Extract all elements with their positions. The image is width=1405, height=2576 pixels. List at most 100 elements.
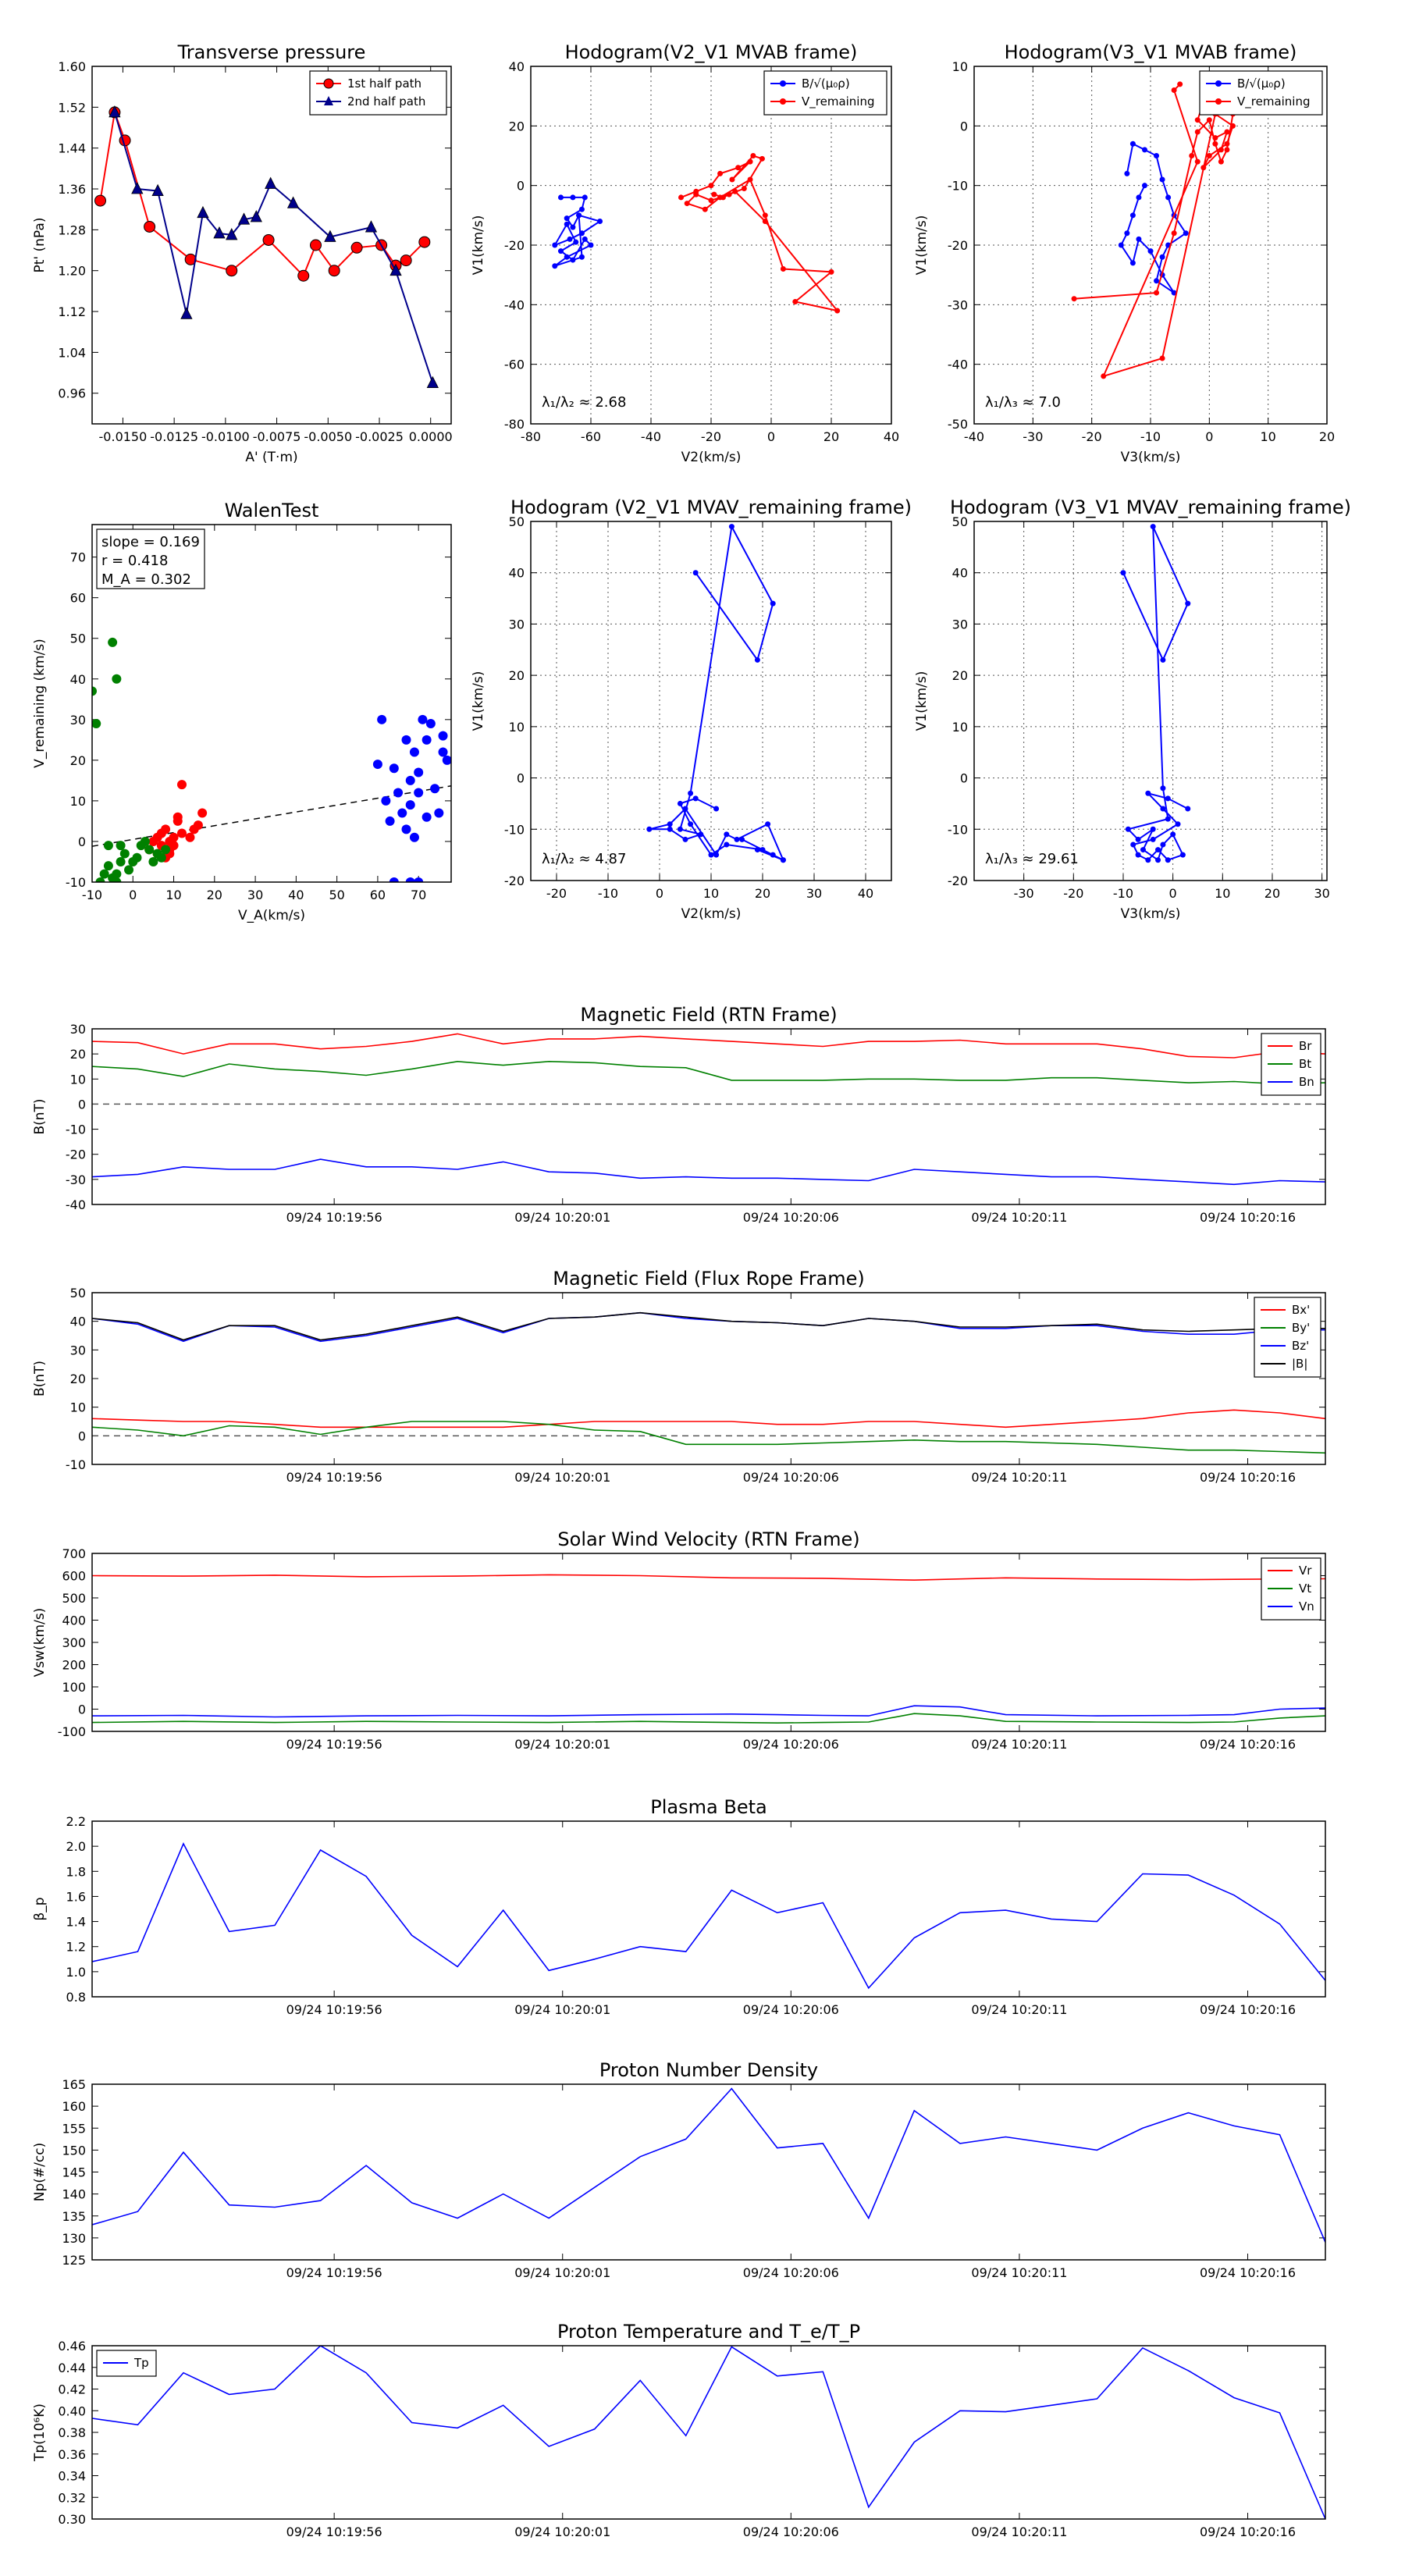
data-point (1165, 817, 1171, 822)
data-point (1207, 117, 1212, 123)
x-tick-label: -0.0050 (304, 429, 352, 444)
legend-label: 2nd half path (347, 94, 425, 109)
legend-label: 1st half path (347, 76, 422, 91)
data-point (1142, 183, 1147, 188)
data-point (1185, 806, 1190, 812)
x-tick-label: -10 (1140, 429, 1161, 444)
data-point (112, 674, 121, 684)
data-point (564, 222, 570, 227)
series-line-1st half path (101, 112, 425, 276)
data-point (1160, 842, 1165, 848)
x-tick-label: 40 (288, 888, 304, 902)
x-tick-label: -20 (546, 886, 567, 901)
data-point (579, 230, 585, 236)
series-line-Vn (92, 1706, 1325, 1717)
data-point (570, 194, 575, 200)
data-point (1136, 237, 1141, 242)
x-tick-label: 09/24 10:20:16 (1200, 2265, 1296, 2280)
x-tick-label: 09/24 10:20:11 (971, 1210, 1067, 1225)
x-tick-label: -20 (701, 429, 721, 444)
series-line-Vr (92, 1574, 1325, 1580)
y-tick-label: 20 (509, 668, 525, 683)
data-point (683, 806, 688, 812)
data-point (1126, 827, 1131, 832)
stats-line: slope = 0.169 (101, 534, 200, 550)
data-point (226, 265, 237, 276)
y-tick-label: 135 (62, 2209, 86, 2224)
y-tick-label: 10 (509, 720, 525, 735)
y-tick-label: -40 (504, 297, 525, 312)
data-point (430, 784, 439, 793)
legend: B/√(μ₀ρ) V_remaining (1200, 71, 1322, 115)
series-line-Bx' (92, 1410, 1325, 1427)
data-point (91, 719, 101, 728)
data-point (1165, 795, 1171, 801)
data-point (1185, 601, 1190, 607)
x-tick-label: 09/24 10:19:56 (286, 2524, 382, 2539)
data-point (1224, 147, 1229, 152)
legend-label: Br (1299, 1039, 1312, 1053)
data-point (558, 248, 564, 254)
y-tick-label: 40 (509, 566, 525, 581)
data-point (419, 237, 430, 247)
data-point (685, 201, 690, 206)
data-point (1154, 278, 1159, 283)
y-tick-label: 20 (70, 1372, 86, 1386)
data-point (1160, 806, 1165, 812)
x-tick-label: -0.0125 (150, 429, 198, 444)
y-tick-label: 1.20 (58, 264, 86, 279)
stats-line: M_A = 0.302 (101, 571, 191, 588)
chart-hodo_v3_mvav: Hodogram (V3_V1 MVAV_remaining frame)-30… (914, 496, 1351, 922)
data-point (386, 817, 395, 826)
y-axis-label: B(nT) (32, 1361, 48, 1397)
y-tick-label: 30 (509, 617, 525, 632)
data-point (1183, 230, 1189, 236)
data-point (144, 221, 155, 232)
data-point (1160, 254, 1165, 260)
y-tick-label: 0.8 (66, 1990, 86, 2005)
data-point (770, 601, 776, 607)
y-tick-label: 0 (78, 834, 86, 849)
data-point (177, 829, 187, 838)
chart-transverse: Transverse pressure -0.0150 -0.0125 -0.0100… (32, 41, 453, 465)
data-point (558, 194, 564, 200)
chart-title: Solar Wind Velocity (RTN Frame) (557, 1528, 859, 1550)
chart-title: Magnetic Field (RTN Frame) (580, 1004, 837, 1026)
y-tick-label: 0.34 (58, 2469, 86, 2484)
series-line-Np (92, 2089, 1325, 2243)
data-point (564, 254, 570, 260)
series-line-B/√(μ₀ρ) (555, 197, 600, 266)
x-tick-label: -0.0075 (253, 429, 301, 444)
x-tick-label: 09/24 10:20:16 (1200, 1470, 1296, 1485)
plot-area (92, 1313, 1325, 1453)
y-axis-label: B(nT) (32, 1098, 48, 1134)
data-point (1160, 177, 1165, 183)
y-tick-label: -40 (948, 358, 968, 372)
y-tick-label: 1.36 (58, 182, 86, 197)
chart-title: Plasma Beta (650, 1796, 767, 1818)
data-point (1218, 147, 1224, 152)
y-tick-label: 0 (78, 1703, 86, 1717)
data-point (678, 801, 683, 806)
x-axis-label: V2(km/s) (681, 906, 742, 922)
data-point (406, 776, 415, 785)
data-point (402, 735, 411, 745)
data-point (1155, 847, 1161, 852)
y-tick-label: -50 (948, 417, 968, 432)
data-point (735, 165, 741, 170)
y-tick-label: 1.4 (66, 1915, 86, 1930)
data-point (792, 299, 798, 304)
series-line-Br (92, 1034, 1325, 1058)
data-point (729, 524, 735, 529)
y-tick-label: -100 (58, 1724, 86, 1739)
plot-area (92, 2089, 1325, 2243)
y-axis-label: β_p (32, 1897, 48, 1920)
data-point (781, 857, 786, 863)
data-point (1136, 837, 1141, 842)
data-point (567, 237, 573, 242)
x-tick-label: 09/24 10:20:06 (743, 1470, 839, 1485)
legend-label: Bn (1299, 1075, 1314, 1089)
y-tick-label: -20 (504, 238, 525, 253)
x-tick-label: 09/24 10:20:01 (514, 2524, 610, 2539)
chart-proton_density: Proton Number Density09/24 10:19:56 09/24… (32, 2059, 1325, 2280)
